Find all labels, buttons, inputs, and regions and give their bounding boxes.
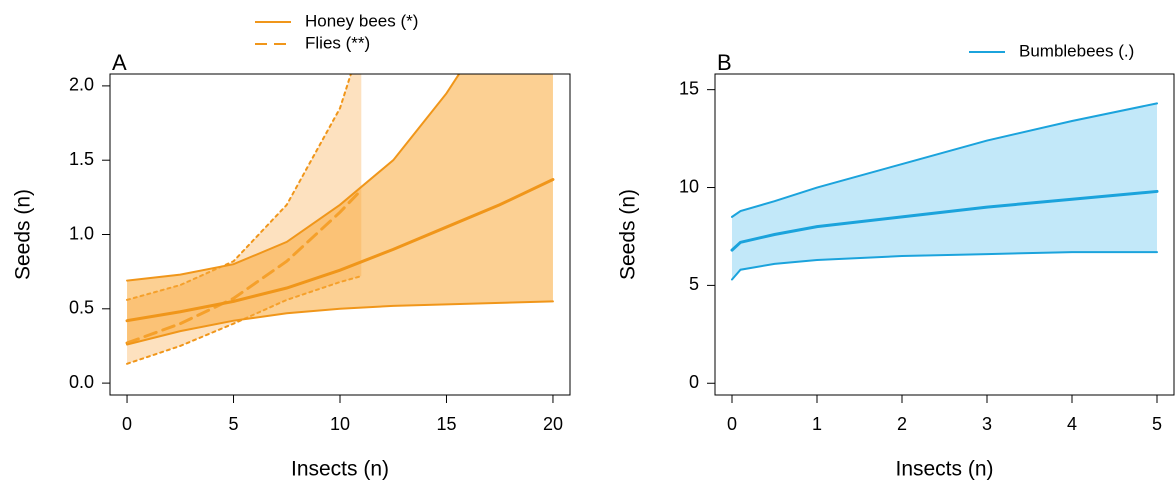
y-tick-label: 10: [679, 176, 699, 196]
x-tick-label: 3: [982, 414, 992, 434]
fit-line: [730, 189, 1159, 252]
y-axis-label: Seeds (n): [12, 189, 35, 280]
y-tick-label: 15: [679, 78, 699, 98]
fit-line: [125, 178, 555, 323]
confidence-band: [127, 74, 553, 345]
y-tick-label: 0.0: [69, 372, 94, 392]
lower-bound: [126, 300, 554, 346]
legend-label: Bumblebees (.): [1019, 41, 1134, 60]
panel-label: B: [717, 50, 732, 75]
lower-bound: [731, 251, 1158, 281]
x-axis-label: Insects (n): [291, 458, 389, 481]
y-tick-label: 5: [689, 274, 699, 294]
legend-label: Honey bees (*): [305, 11, 418, 30]
y-tick-label: 2.0: [69, 75, 94, 95]
x-tick-label: 5: [229, 414, 239, 434]
upper-bound: [126, 74, 461, 282]
y-tick-label: 1.5: [69, 149, 94, 169]
panel: 0 5 10 15 20 0.0 0.5 1.0 1.5 2.0 Insects (n) Seeds …: [12, 11, 571, 481]
x-tick-label: 0: [122, 414, 132, 434]
upper-bound: [731, 102, 1158, 218]
x-tick-label: 10: [330, 414, 350, 434]
plot-area: [730, 102, 1159, 281]
confidence-band: [732, 103, 1157, 280]
y-tick-label: 0.5: [69, 298, 94, 318]
x-axis-label: Insects (n): [895, 458, 993, 481]
x-tick-label: 1: [812, 414, 822, 434]
legend-label: Flies (**): [305, 33, 370, 52]
x-tick-label: 0: [727, 414, 737, 434]
x-tick-label: 20: [543, 414, 563, 434]
x-tick-label: 4: [1067, 414, 1077, 434]
panel: 0 1 2 3 4 5 0 5 10 15 Insects (n) Seeds (n) B Bumbleb…: [617, 41, 1175, 481]
panel-label: A: [112, 50, 127, 75]
x-tick-label: 5: [1152, 414, 1162, 434]
y-tick-label: 0: [689, 372, 699, 392]
x-tick-label: 15: [436, 414, 456, 434]
y-axis-label: Seeds (n): [617, 189, 640, 280]
y-tick-label: 1.0: [69, 223, 94, 243]
x-tick-label: 2: [897, 414, 907, 434]
plot-area: [125, 74, 555, 365]
